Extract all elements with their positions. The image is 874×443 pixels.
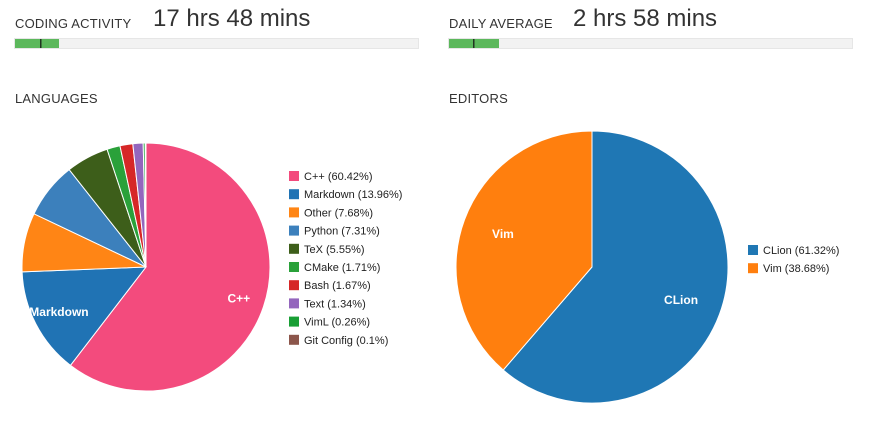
legend-item-bash[interactable]: Bash (1.67%) [304, 280, 371, 292]
legend-swatch-bash [289, 280, 299, 291]
legend-item-git-config[interactable]: Git Config (0.1%) [304, 335, 388, 347]
pie-slice-markdown[interactable] [21, 266, 148, 367]
daily-average-label: DAILY AVERAGE [449, 16, 553, 31]
languages-title: LANGUAGES [15, 91, 98, 106]
legend-item-vim[interactable]: Vim (38.68%) [763, 263, 829, 275]
legend-swatch-cmake [289, 262, 299, 272]
daily-average-bar-fill [449, 39, 500, 48]
daily-average-bar [448, 38, 853, 49]
coding-activity-bar-fill [15, 39, 60, 48]
legend-item-markdown[interactable]: Markdown (13.96%) [304, 189, 402, 201]
pie-slice-vim[interactable] [455, 130, 593, 371]
editors-pie-chart: CLion Vim CLion (61.32%) Vim (38.68%) [455, 130, 839, 404]
coding-activity-label: CODING ACTIVITY [15, 16, 132, 31]
legend-swatch-viml [289, 316, 299, 327]
legend-swatch-vim [748, 263, 758, 274]
legend-swatch-other [289, 207, 299, 218]
legend-swatch-python [289, 225, 299, 236]
pie-slice-cpp[interactable] [69, 142, 271, 392]
legend-item-text[interactable]: Text (1.34%) [304, 298, 366, 310]
legend-item-cpp[interactable]: C++ (60.42%) [304, 171, 372, 183]
legend-swatch-clion [748, 245, 758, 255]
pie-slice-clion[interactable] [502, 130, 729, 404]
text-cursor-icon: I [472, 36, 476, 51]
coding-activity-value: 17 hrs 48 mins [153, 5, 311, 32]
slice-label-clion: CLion [664, 293, 698, 307]
daily-average-value: 2 hrs 58 mins [573, 5, 718, 32]
slice-label-cpp: C++ [227, 292, 250, 306]
text-cursor-icon: I [39, 36, 43, 51]
legend-swatch-git-config [289, 334, 299, 345]
coding-activity-bar [14, 38, 419, 49]
pie-slice-git-config[interactable] [144, 142, 147, 268]
slice-label-markdown: Markdown [29, 305, 88, 319]
legend-swatch-text [289, 298, 299, 309]
legend-swatch-cpp [289, 171, 299, 181]
slice-label-vim: Vim [492, 227, 514, 241]
legend-item-clion[interactable]: CLion (61.32%) [763, 245, 839, 257]
legend-swatch-markdown [289, 189, 299, 200]
legend-item-other[interactable]: Other (7.68%) [304, 207, 373, 219]
legend-item-python[interactable]: Python (7.31%) [304, 226, 380, 238]
legend-item-cmake[interactable]: CMake (1.71%) [304, 262, 380, 274]
editors-title: EDITORS [449, 91, 508, 106]
legend-item-viml[interactable]: VimL (0.26%) [304, 317, 370, 329]
languages-pie-chart: C++ Markdown C++ (60.42%) Markdown (13.96%)… [21, 142, 402, 392]
legend-item-tex[interactable]: TeX (5.55%) [304, 244, 365, 256]
legend-swatch-tex [289, 243, 299, 254]
